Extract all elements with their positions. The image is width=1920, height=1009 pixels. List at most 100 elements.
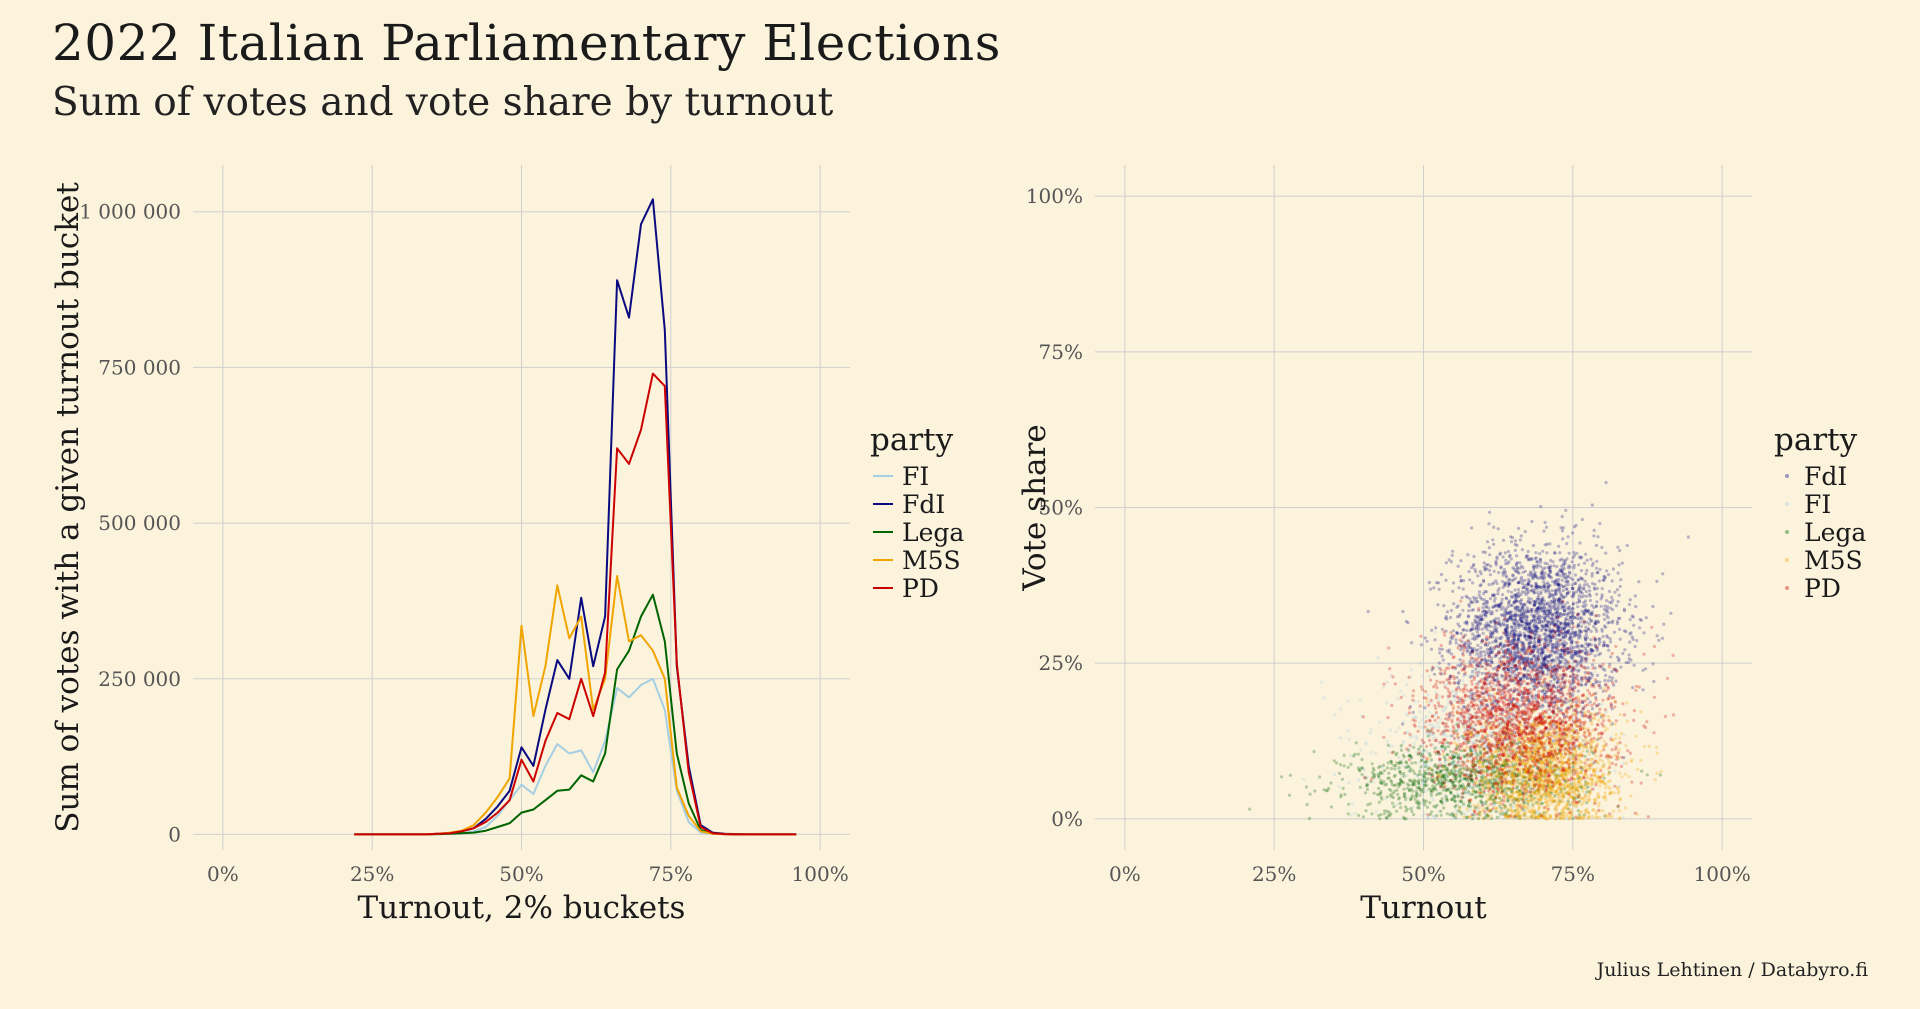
scatter-point xyxy=(1549,610,1553,614)
scatter-point xyxy=(1508,677,1512,682)
scatter-point xyxy=(1457,682,1461,686)
scatter-chart-x-tick-label: 50% xyxy=(1401,862,1445,886)
scatter-point xyxy=(1576,633,1580,637)
scatter-point xyxy=(1520,648,1525,652)
scatter-point xyxy=(1569,653,1574,657)
scatter-point xyxy=(1512,642,1516,647)
scatter-point xyxy=(1508,535,1513,539)
scatter-point xyxy=(1535,621,1539,625)
scatter-point xyxy=(1591,663,1595,667)
scatter-point xyxy=(1610,670,1614,674)
scatter-point xyxy=(1549,653,1553,657)
scatter-point xyxy=(1554,572,1558,576)
scatter-point xyxy=(1531,665,1535,670)
scatter-point xyxy=(1618,736,1622,740)
scatter-point xyxy=(1492,542,1496,546)
scatter-point xyxy=(1561,584,1565,589)
scatter-point xyxy=(1537,665,1542,669)
scatter-point xyxy=(1497,587,1501,591)
scatter-point xyxy=(1616,545,1620,549)
scatter-point xyxy=(1372,791,1376,795)
scatter-point xyxy=(1576,622,1580,626)
scatter-point xyxy=(1596,673,1600,678)
scatter-point xyxy=(1466,553,1470,557)
scatter-point xyxy=(1528,601,1532,605)
scatter-point xyxy=(1529,628,1533,632)
scatter-point xyxy=(1483,642,1487,646)
scatter-point xyxy=(1536,610,1540,614)
scatter-point xyxy=(1595,646,1600,650)
scatter-point xyxy=(1531,726,1535,730)
scatter-point xyxy=(1566,621,1570,626)
scatter-point xyxy=(1563,661,1567,665)
scatter-point xyxy=(1347,802,1351,806)
scatter-point xyxy=(1472,627,1476,631)
scatter-point xyxy=(1542,643,1546,647)
scatter-point xyxy=(1436,581,1440,585)
scatter-point xyxy=(1533,571,1537,575)
scatter-point xyxy=(1491,538,1495,542)
scatter-point xyxy=(1463,642,1467,647)
scatter-point xyxy=(1592,605,1596,610)
scatter-point xyxy=(1474,667,1478,671)
scatter-point xyxy=(1497,603,1501,607)
scatter-point xyxy=(1525,609,1529,613)
scatter-point xyxy=(1662,622,1666,626)
scatter-point xyxy=(1595,600,1599,604)
scatter-point xyxy=(1492,628,1496,632)
scatter-point xyxy=(1527,645,1531,649)
scatter-point xyxy=(1509,632,1513,636)
scatter-point xyxy=(1582,611,1586,615)
scatter-point xyxy=(1518,623,1522,627)
scatter-point xyxy=(1545,623,1549,627)
scatter-point xyxy=(1547,609,1551,613)
scatter-point xyxy=(1549,564,1553,568)
scatter-point xyxy=(1536,606,1540,610)
scatter-point xyxy=(1608,637,1612,641)
scatter-point xyxy=(1524,657,1528,662)
scatter-point xyxy=(1438,651,1442,655)
scatter-point xyxy=(1535,646,1539,650)
scatter-point xyxy=(1611,567,1615,571)
scatter-point xyxy=(1478,651,1482,655)
scatter-point xyxy=(1545,588,1549,593)
scatter-point xyxy=(1422,748,1426,752)
scatter-point xyxy=(1617,747,1621,752)
scatter-point xyxy=(1623,772,1627,776)
scatter-point xyxy=(1418,710,1422,714)
scatter-point xyxy=(1494,700,1499,704)
scatter-point xyxy=(1377,800,1381,804)
scatter-point xyxy=(1417,721,1421,725)
scatter-point xyxy=(1467,570,1471,574)
scatter-point xyxy=(1444,561,1448,565)
scatter-point xyxy=(1411,780,1415,784)
scatter-point xyxy=(1546,582,1551,587)
scatter-point xyxy=(1511,671,1515,675)
scatter-point xyxy=(1539,565,1543,569)
scatter-point xyxy=(1426,734,1430,738)
scatter-point xyxy=(1559,655,1563,659)
scatter-point xyxy=(1552,623,1556,627)
scatter-point xyxy=(1466,615,1470,619)
scatter-point xyxy=(1603,624,1607,628)
scatter-point xyxy=(1591,674,1595,678)
scatter-point xyxy=(1476,574,1480,578)
scatter-point xyxy=(1557,615,1561,619)
scatter-point xyxy=(1500,647,1504,651)
scatter-point xyxy=(1353,752,1357,756)
scatter-point xyxy=(1561,575,1566,579)
scatter-point xyxy=(1506,617,1510,621)
scatter-point xyxy=(1495,557,1499,561)
scatter-point xyxy=(1571,678,1575,683)
series-line-pd xyxy=(354,372,797,836)
scatter-point xyxy=(1533,665,1537,669)
scatter-point xyxy=(1561,673,1565,677)
scatter-point xyxy=(1467,604,1472,608)
scatter-point xyxy=(1547,610,1552,614)
scatter-point xyxy=(1538,634,1542,638)
scatter-point xyxy=(1570,613,1574,617)
scatter-point xyxy=(1519,649,1523,653)
scatter-point xyxy=(1472,554,1476,559)
scatter-point xyxy=(1588,598,1592,603)
scatter-point xyxy=(1565,623,1569,627)
